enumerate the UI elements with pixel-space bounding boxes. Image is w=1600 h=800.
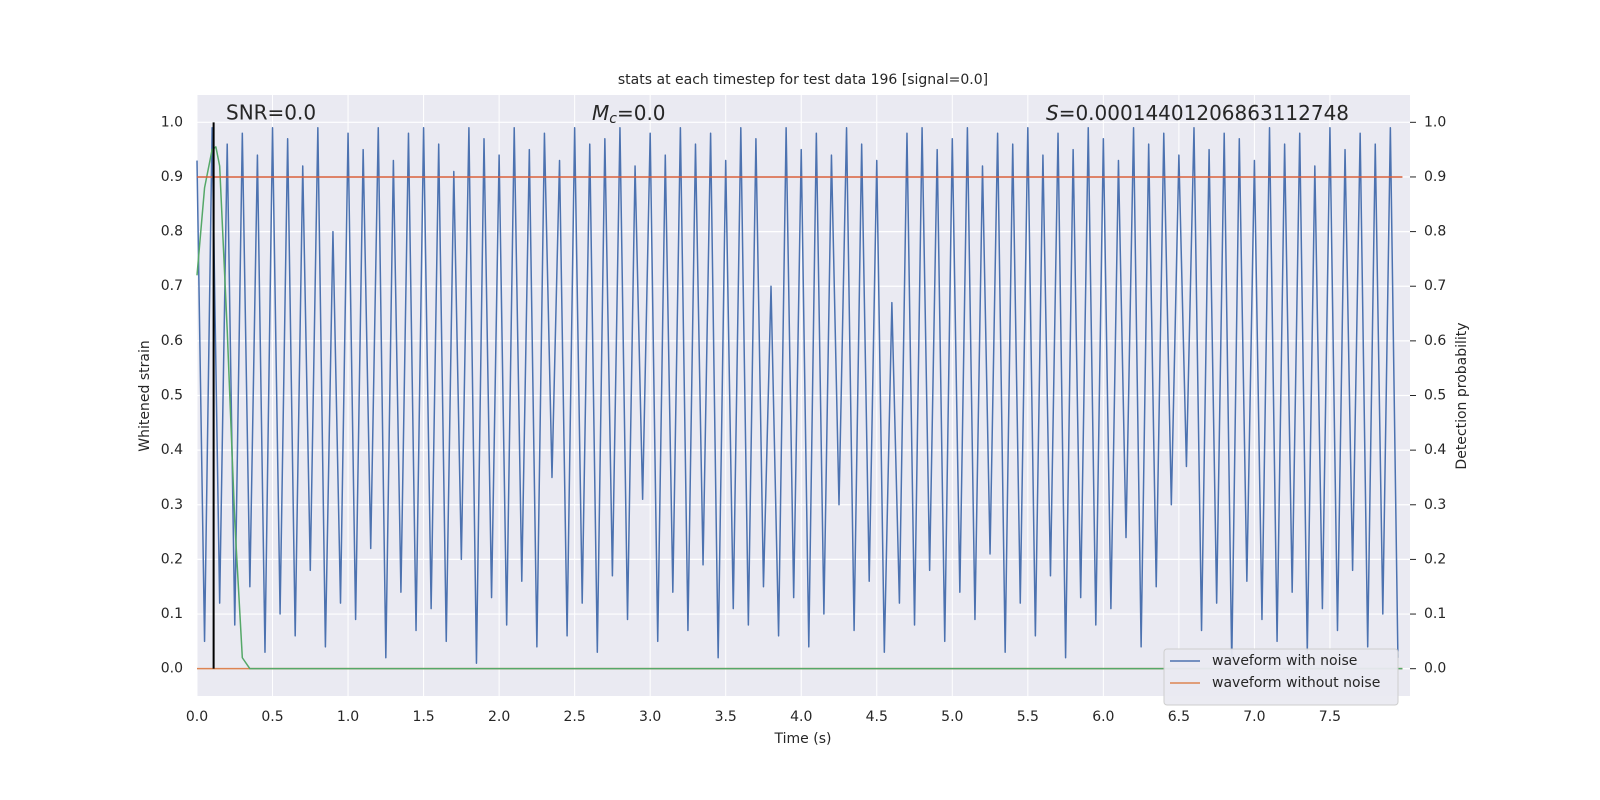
series-line [196,127,1399,664]
y-tick-label: 0.6 [161,333,183,349]
x-tick-label: 3.0 [639,709,661,725]
y-tick-label: 0.3 [161,497,183,513]
x-tick-label: 0.0 [186,709,208,725]
x-tick-label: 5.5 [1017,709,1039,725]
x-tick-label: 7.0 [1243,709,1265,725]
x-tick-label: 2.0 [488,709,510,725]
legend-box [1163,648,1399,706]
y-tick-label: 0.9 [161,169,183,185]
y2-tick-label: 0.8 [1424,224,1446,240]
x-tick-label: 5.0 [941,709,963,725]
y2-tick-label: 0.1 [1424,606,1446,622]
y2-tick-label: 1.0 [1424,114,1446,130]
x-tick-label: 6.0 [1092,709,1114,725]
x-tick-label: 1.5 [412,709,434,725]
y-tick-label: 0.0 [161,661,183,677]
annotation: Mc=0.0 [592,101,666,128]
annotation-text: =0.00014401206863112748 [1059,101,1349,125]
annotation: SNR=0.0 [226,101,316,125]
y-tick-label: 0.4 [161,442,183,458]
x-tick-label: 1.0 [337,709,359,725]
annotation: S=0.00014401206863112748 [1046,101,1349,125]
y2-tick-label: 0.7 [1424,278,1446,294]
y-tick-label: 0.2 [161,551,183,567]
y-tick-label: 0.5 [161,388,183,404]
series-line [196,146,1403,670]
x-tick-label: 7.5 [1319,709,1341,725]
x-tick-label: 4.5 [866,709,888,725]
y2-tick-label: 0.4 [1424,442,1446,458]
x-axis-label: Time (s) [774,731,832,747]
y-tick-label: 0.8 [161,224,183,240]
y2-tick-label: 0.9 [1424,169,1446,185]
y2-tick-label: 0.3 [1424,497,1446,513]
y2-tick-label: 0.5 [1424,388,1446,404]
y2-tick-label: 0.0 [1424,661,1446,677]
x-tick-label: 4.0 [790,709,812,725]
annotation-subscript: c [609,111,617,127]
annotation-symbol: M [592,101,609,125]
legend-label: waveform without noise [1212,675,1380,691]
x-tick-label: 6.5 [1168,709,1190,725]
y-axis-label: Whitened strain [137,340,153,451]
legend-label: waveform with noise [1212,653,1357,669]
x-tick-label: 3.5 [715,709,737,725]
y-tick-label: 0.7 [161,278,183,294]
y2-tick-label: 0.6 [1424,333,1446,349]
y2-axis-label: Detection probability [1454,322,1470,469]
y-tick-label: 1.0 [161,114,183,130]
x-tick-label: 2.5 [564,709,586,725]
annotation-text: =0.0 [617,101,666,125]
annotation-symbol: S [1046,101,1059,125]
x-tick-label: 0.5 [261,709,283,725]
y-tick-label: 0.1 [161,606,183,622]
chart-title: stats at each timestep for test data 196… [618,72,988,88]
y2-tick-label: 0.2 [1424,551,1446,567]
